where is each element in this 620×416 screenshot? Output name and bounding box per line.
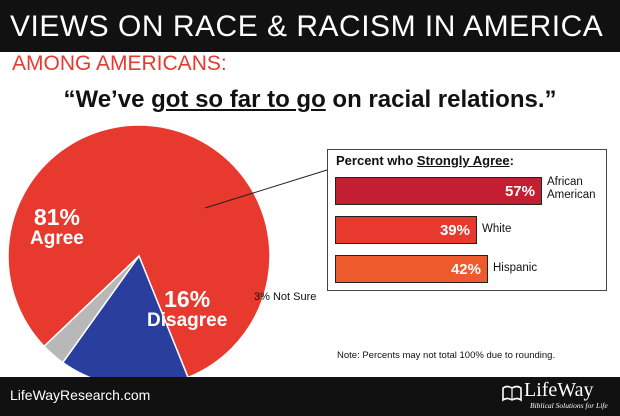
not-sure-label: 3% Not Sure [254, 291, 317, 303]
bar-hispanic: 42% [335, 255, 488, 283]
rounding-note: Note: Percents may not total 100% due to… [337, 350, 556, 361]
subtitle: AMONG AMERICANS: [12, 52, 227, 75]
lifeway-logo: LifeWay Biblical Solutions for Life [500, 379, 610, 413]
leader-line [204, 169, 328, 209]
bar-category-label: Hispanic [493, 262, 538, 274]
book-icon [502, 385, 522, 402]
bar-value-label: 57% [504, 183, 535, 200]
bar-value-label: 39% [439, 222, 470, 239]
header-bar: VIEWS ON RACE & RACISM IN AMERICA [0, 0, 620, 52]
pie-slice-agree [7, 124, 271, 379]
disagree-percent: 16% [164, 286, 211, 312]
strongly-agree-panel: Percent who Strongly Agree: 57% African Am… [327, 149, 607, 291]
bar-value-label: 42% [450, 261, 481, 278]
footer-url: LifeWayResearch.com [10, 387, 151, 403]
bar-african-american: 57% [335, 177, 542, 205]
quote-emphasis: got so far to go [151, 86, 326, 113]
agree-percent: 81% [33, 204, 80, 230]
inset-title-suffix: : [509, 153, 514, 168]
brand-tagline: Biblical Solutions for Life [530, 401, 608, 410]
bar-category-label: White [482, 223, 512, 235]
brand-name: LifeWay [524, 379, 594, 401]
main-title: VIEWS ON RACE & RACISM IN AMERICA [10, 10, 604, 43]
inset-title: Percent who Strongly Agree: [336, 153, 514, 168]
pie-slice-not-sure [43, 255, 140, 364]
disagree-category: Disagree [147, 310, 228, 332]
disagree-label: 16% Disagree [147, 287, 227, 331]
inset-title-prefix: Percent who [336, 153, 417, 168]
bar-white: 39% [335, 216, 477, 244]
quote-open: “We’ve [63, 86, 152, 113]
quote-headline: “We’ve got so far to go on racial relati… [0, 86, 620, 114]
quote-close: on racial relations.” [325, 86, 557, 113]
agree-category: Agree [30, 228, 84, 250]
bar-category-label: African American [547, 176, 596, 202]
footer-bar: LifeWayResearch.com LifeWay Biblical Sol… [0, 377, 620, 416]
agree-label: 81% Agree [30, 205, 84, 249]
inset-title-emphasis: Strongly Agree [416, 153, 510, 168]
